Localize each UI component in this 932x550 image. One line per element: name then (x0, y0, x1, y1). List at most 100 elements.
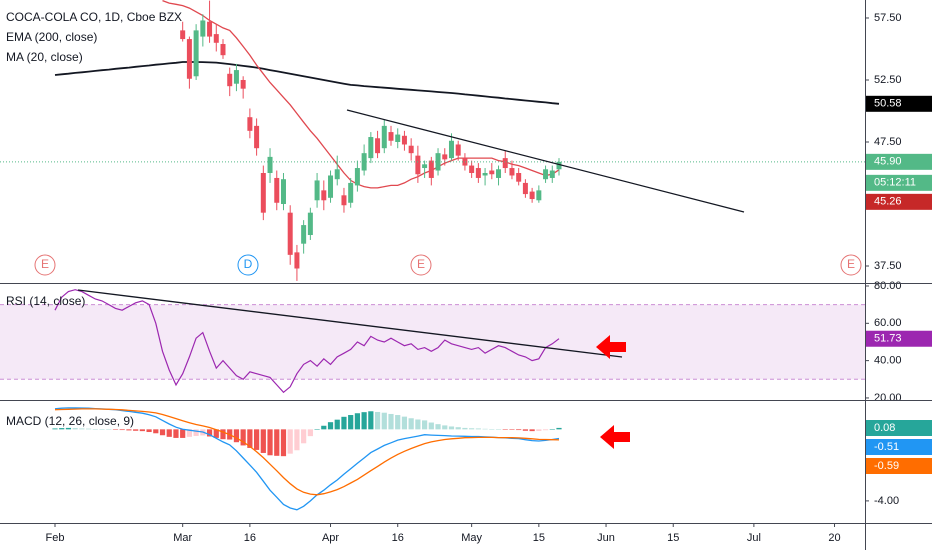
x-tick-label: 15 (667, 532, 679, 544)
histogram-bar (112, 429, 119, 430)
candle-body (200, 20, 206, 37)
candle-body (469, 165, 475, 173)
x-tick-label: Jun (597, 532, 615, 544)
candle-body (348, 182, 354, 203)
histogram-bar (294, 429, 300, 451)
price-badge (866, 420, 932, 436)
legend: COCA-COLA CO, 1D, Cboe BZX EMA (200, clo… (6, 10, 182, 428)
x-tick-label: 16 (244, 532, 256, 544)
candle-body (556, 161, 562, 170)
histogram-bar (448, 426, 455, 430)
histogram-bar (206, 429, 213, 437)
histogram-bar (146, 429, 152, 433)
candle-body (247, 117, 253, 131)
histogram-bar (254, 429, 260, 450)
histogram-bar (86, 428, 92, 430)
event-marker (237, 254, 259, 276)
histogram-bar (509, 429, 515, 430)
candle-body (354, 168, 360, 186)
candle-body (388, 132, 394, 141)
x-tick-label: 20 (828, 532, 840, 544)
candle-body (227, 73, 233, 87)
candle-body (448, 140, 454, 159)
signal-line (54, 408, 560, 496)
candle-body (254, 125, 260, 149)
candle-body (395, 134, 401, 142)
candle-body (294, 252, 300, 269)
histogram-bar (133, 429, 139, 431)
y-tick-label: 80.00 (874, 280, 902, 292)
candle-body (321, 190, 327, 201)
histogram-bar (92, 428, 98, 430)
histogram-bar (166, 429, 172, 437)
price-badge (866, 174, 932, 191)
histogram-bar (388, 413, 394, 430)
candle-body (462, 158, 468, 166)
candle-body (301, 225, 307, 244)
candle-body (496, 169, 502, 178)
histogram-bar (475, 428, 481, 430)
candle-body (529, 191, 535, 200)
candle-body (428, 160, 434, 178)
candle-body (274, 177, 280, 203)
histogram-bar (186, 429, 192, 437)
candle-body (509, 168, 515, 176)
x-tick-label: 16 (392, 532, 404, 544)
histogram-bar (469, 428, 475, 430)
candle-body (220, 44, 226, 56)
badge-label: -0.51 (874, 441, 899, 453)
candle-body (381, 125, 387, 149)
histogram-bar (354, 413, 360, 430)
candle-body (207, 21, 213, 37)
price-badge (866, 95, 932, 112)
candle-body (375, 138, 381, 154)
histogram-bar (99, 429, 105, 430)
legend-label: RSI (14, close) (6, 294, 85, 308)
overlay-line (54, 61, 560, 105)
histogram-bar (233, 429, 240, 443)
title: COCA-COLA CO, 1D, Cboe BZX (6, 10, 182, 24)
overlay-line (162, 0, 560, 189)
legend-label: EMA (200, close) (6, 30, 97, 44)
events: E D E E (34, 254, 862, 276)
candle-body (522, 182, 528, 195)
histogram-bar (240, 429, 246, 446)
macd-line (54, 407, 560, 511)
x-tick-label: 15 (533, 532, 545, 544)
histogram-bar (139, 429, 145, 432)
badge-label: 45.26 (874, 196, 902, 208)
histogram-bar (341, 416, 347, 430)
candle-body (328, 175, 334, 198)
event-marker (34, 254, 56, 276)
candle-body (422, 164, 428, 169)
histogram-bar (193, 429, 199, 436)
histogram-bar (495, 429, 502, 430)
histogram-bar (374, 411, 381, 430)
histogram-bar (267, 429, 273, 456)
legend-label: MACD (12, 26, close, 9) (6, 414, 134, 428)
histogram-bar (220, 429, 226, 440)
badge-label: -0.59 (874, 460, 899, 472)
candle-body (193, 30, 199, 77)
candle-body (543, 169, 549, 180)
badge-label: 45.90 (874, 156, 902, 168)
histogram-bar (301, 429, 307, 444)
event-label: E (417, 257, 425, 271)
candle-body (442, 154, 448, 160)
histogram-bar (348, 415, 354, 430)
histogram-bar (368, 411, 374, 430)
candle-body (341, 195, 347, 206)
price-badge (866, 193, 932, 210)
histogram-bar (287, 429, 293, 454)
price-badge (866, 153, 932, 170)
histogram-bar (422, 420, 428, 430)
candle-body (482, 172, 488, 176)
histogram-bar (462, 427, 468, 430)
axes: 37.50 47.50 52.50 57.50 20.00 40.00 60.00 80.00… (46, 12, 932, 544)
event-label: E (41, 257, 49, 271)
badge-label: 51.73 (874, 333, 902, 345)
histogram-bar (489, 429, 495, 430)
histogram-bar (516, 429, 522, 431)
trend-line (346, 109, 745, 213)
